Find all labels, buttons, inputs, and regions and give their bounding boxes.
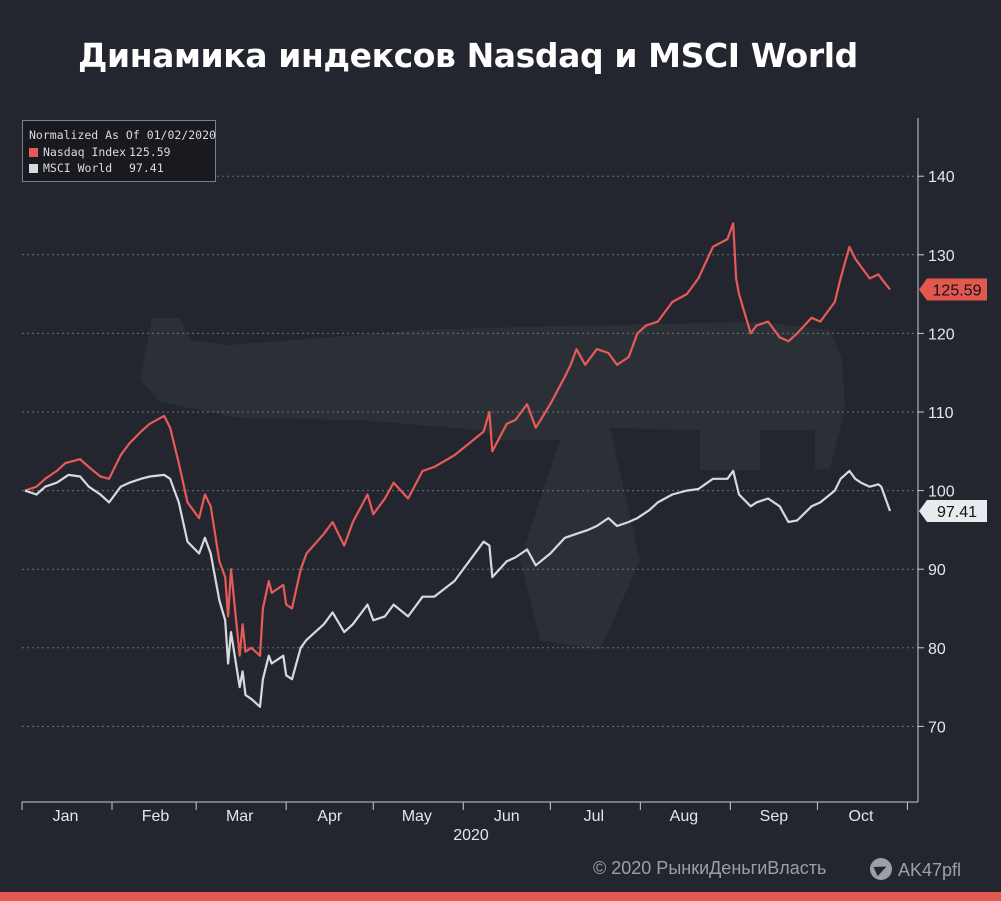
telegram-icon <box>870 858 892 880</box>
legend-value-msci: 97.41 <box>129 161 164 175</box>
y-tick-label-110: 110 <box>928 405 954 422</box>
footer-telegram[interactable]: AK47pfl <box>870 858 961 881</box>
x-tick-label-jan: Jan <box>53 808 79 825</box>
y-tick-label-140: 140 <box>928 169 955 186</box>
series-line-nasdaq <box>24 222 891 657</box>
last-value-label-msci: 97.41 <box>937 504 977 521</box>
x-tick-label-jul: Jul <box>584 808 604 825</box>
y-tick-label-130: 130 <box>928 248 955 265</box>
rifle-watermark-icon <box>140 318 845 650</box>
last-value-tag-nasdaq <box>919 278 987 301</box>
x-tick-label-sep: Sep <box>760 808 789 825</box>
series-line-msci <box>24 469 892 708</box>
legend-item-nasdaq: Nasdaq Index 125.59 <box>29 144 209 160</box>
chart-legend: Normalized As Of 01/02/2020 Nasdaq Index… <box>22 120 216 182</box>
legend-swatch-msci <box>29 163 38 173</box>
y-tick-label-120: 120 <box>928 326 955 343</box>
x-tick-label-mar: Mar <box>226 808 254 825</box>
legend-header: Normalized As Of 01/02/2020 <box>29 128 216 142</box>
y-tick-label-80: 80 <box>928 641 946 658</box>
y-tick-label-100: 100 <box>928 484 955 501</box>
legend-value-nasdaq: 125.59 <box>129 145 171 159</box>
legend-label-nasdaq: Nasdaq Index <box>43 145 127 159</box>
x-year-label: 2020 <box>453 827 489 844</box>
x-tick-label-aug: Aug <box>670 808 698 825</box>
x-tick-label-apr: Apr <box>317 808 343 825</box>
chart-labels: 125.59 97.41 <box>919 278 987 522</box>
x-tick-label-jun: Jun <box>494 808 520 825</box>
legend-swatch-nasdaq <box>29 147 38 157</box>
chart-series <box>24 222 892 708</box>
chart-axes: 70 80 90 100 110 120 130 140 Jan Feb Mar Apr May Jun J… <box>21 118 955 844</box>
chart-grid <box>22 175 918 727</box>
last-value-tag-msci <box>919 499 987 522</box>
x-tick-label-may: May <box>402 808 432 825</box>
y-tick-label-70: 70 <box>928 719 946 736</box>
x-tick-label-feb: Feb <box>142 808 170 825</box>
y-tick-label-90: 90 <box>928 562 946 579</box>
bottom-accent-bar <box>0 892 1001 901</box>
x-tick-label-oct: Oct <box>849 808 874 825</box>
legend-item-msci: MSCI World 97.41 <box>29 160 209 176</box>
last-value-label-nasdaq: 125.59 <box>933 282 982 299</box>
telegram-handle: AK47pfl <box>898 860 962 880</box>
chart-title: Динамика индексов Nasdaq и MSCI World <box>78 36 858 75</box>
footer-copyright: © 2020 РынкиДеньгиВласть <box>593 858 827 878</box>
legend-label-msci: MSCI World <box>43 161 113 175</box>
